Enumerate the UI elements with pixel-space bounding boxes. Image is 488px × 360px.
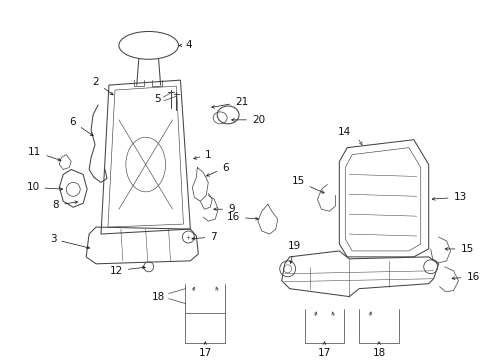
Text: 5: 5 bbox=[154, 94, 160, 104]
Text: 17: 17 bbox=[198, 342, 211, 358]
Text: 14: 14 bbox=[337, 127, 350, 137]
Text: 11: 11 bbox=[28, 147, 61, 161]
Text: 13: 13 bbox=[431, 192, 466, 202]
Text: 16: 16 bbox=[451, 272, 479, 282]
Text: 6: 6 bbox=[206, 162, 228, 176]
Text: 10: 10 bbox=[26, 183, 62, 192]
Text: 4: 4 bbox=[179, 40, 192, 50]
Text: 19: 19 bbox=[287, 241, 301, 264]
Text: 8: 8 bbox=[53, 200, 78, 210]
Text: 9: 9 bbox=[213, 204, 234, 214]
Text: 21: 21 bbox=[211, 97, 248, 108]
Text: 15: 15 bbox=[444, 244, 473, 254]
Text: 2: 2 bbox=[93, 77, 113, 95]
Text: 15: 15 bbox=[291, 176, 324, 193]
Text: 20: 20 bbox=[231, 115, 264, 125]
Text: 6: 6 bbox=[69, 117, 93, 136]
Text: 7: 7 bbox=[192, 232, 216, 242]
Text: 18: 18 bbox=[152, 292, 165, 302]
Text: 16: 16 bbox=[226, 212, 258, 222]
Text: 18: 18 bbox=[372, 342, 385, 358]
Text: 17: 17 bbox=[317, 342, 330, 358]
Text: 3: 3 bbox=[50, 234, 89, 249]
Text: 1: 1 bbox=[193, 150, 211, 159]
Text: 12: 12 bbox=[109, 266, 145, 276]
